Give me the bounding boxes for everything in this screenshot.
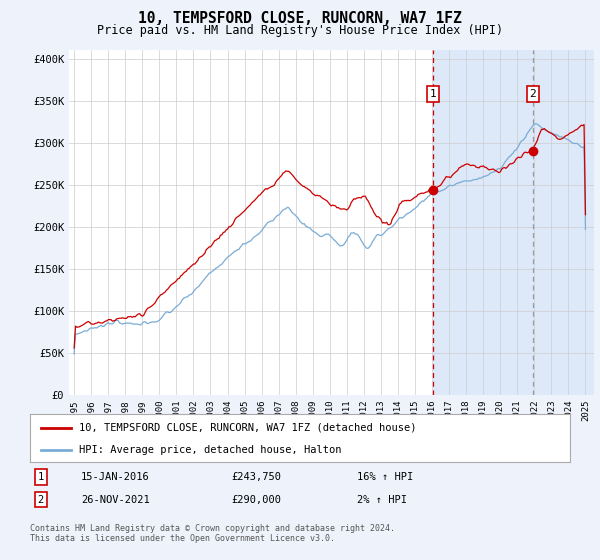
Text: 16% ↑ HPI: 16% ↑ HPI	[357, 472, 413, 482]
Bar	[533, 50, 594, 395]
Text: 2: 2	[38, 494, 44, 505]
Text: £243,750: £243,750	[231, 472, 281, 482]
Text: 26-NOV-2021: 26-NOV-2021	[81, 494, 150, 505]
Text: 10, TEMPSFORD CLOSE, RUNCORN, WA7 1FZ (detached house): 10, TEMPSFORD CLOSE, RUNCORN, WA7 1FZ (d…	[79, 423, 416, 433]
Text: Price paid vs. HM Land Registry's House Price Index (HPI): Price paid vs. HM Land Registry's House …	[97, 24, 503, 37]
Text: Contains HM Land Registry data © Crown copyright and database right 2024.
This d: Contains HM Land Registry data © Crown c…	[30, 524, 395, 543]
Text: 1: 1	[38, 472, 44, 482]
Text: 1: 1	[430, 89, 436, 99]
Text: 2% ↑ HPI: 2% ↑ HPI	[357, 494, 407, 505]
Text: 10, TEMPSFORD CLOSE, RUNCORN, WA7 1FZ: 10, TEMPSFORD CLOSE, RUNCORN, WA7 1FZ	[138, 11, 462, 26]
Text: 15-JAN-2016: 15-JAN-2016	[81, 472, 150, 482]
Text: £290,000: £290,000	[231, 494, 281, 505]
Text: 2: 2	[530, 89, 536, 99]
Bar	[433, 50, 533, 395]
Text: HPI: Average price, detached house, Halton: HPI: Average price, detached house, Halt…	[79, 445, 341, 455]
